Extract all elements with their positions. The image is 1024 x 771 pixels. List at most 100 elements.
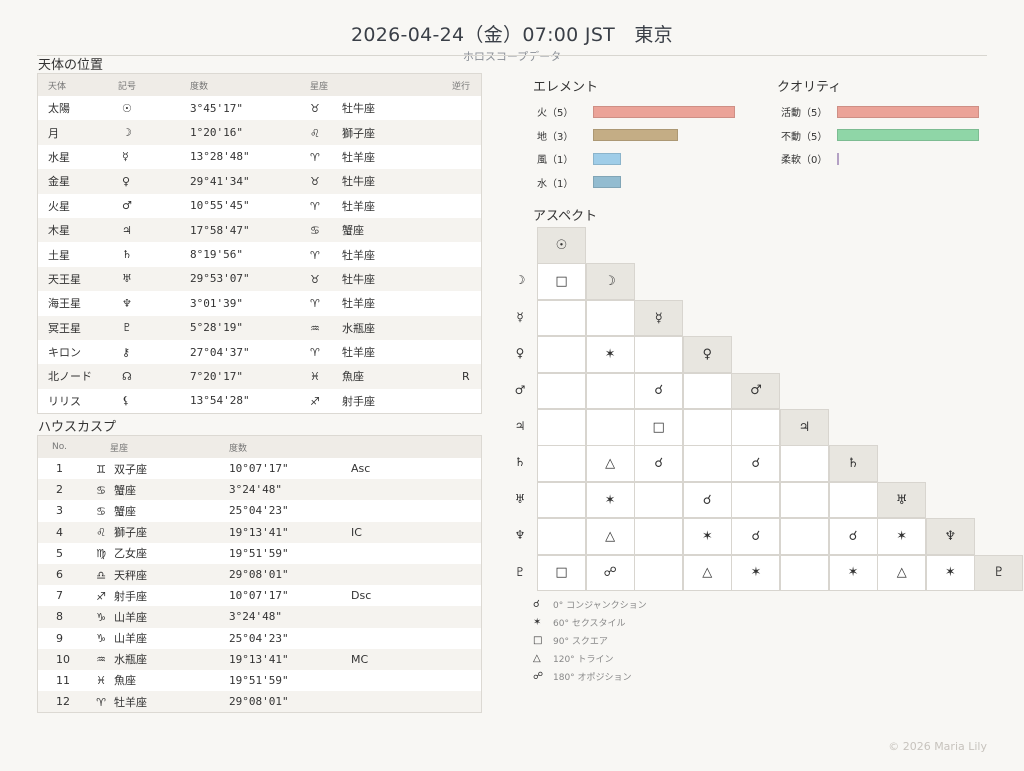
house-row: 3 ♋ 蟹座 25°04'23" bbox=[38, 500, 481, 522]
planet-degree: 27°04'37" bbox=[180, 339, 300, 365]
planet-sign-cell: ♉ 牡牛座 bbox=[300, 169, 442, 194]
planet-row: 海王星 ♆ 3°01'39" ♈ 牡羊座 bbox=[38, 291, 481, 316]
elements-bar-row: 地（3） bbox=[537, 128, 679, 143]
house-sign: 牡羊座 bbox=[114, 695, 147, 709]
house-number: 6 bbox=[38, 563, 88, 586]
aspect-cell: △ bbox=[877, 554, 927, 592]
planet-degree: 10°55'45" bbox=[180, 193, 300, 218]
aspect-planet-header: ☉ bbox=[537, 227, 586, 264]
house-degree: 29°08'01" bbox=[219, 563, 351, 586]
house-row: 10 ♒ 水瓶座 19°13'41" MC bbox=[38, 648, 481, 670]
house-angle bbox=[351, 563, 481, 586]
aspect-cell: ☌ bbox=[731, 518, 781, 555]
aspect-planet-header: ☿ bbox=[634, 299, 684, 337]
house-angle bbox=[351, 627, 481, 649]
house-sign-cell: ♐ 射手座 bbox=[88, 585, 219, 607]
planet-sign-cell: ♋ 蟹座 bbox=[300, 217, 442, 243]
planet-sign-cell: ♒ 水瓶座 bbox=[300, 315, 442, 340]
aspect-cell bbox=[780, 481, 829, 519]
legend-item: △ 120° トライン bbox=[533, 649, 647, 667]
aspect-cell bbox=[537, 481, 586, 519]
aspect-row-label: ♀ bbox=[515, 346, 525, 361]
aspect-planet-header: ♇ bbox=[974, 554, 1024, 592]
aspect-planet-header: ♆ bbox=[925, 518, 975, 555]
house-angle bbox=[351, 691, 481, 713]
house-row: 8 ♑ 山羊座 3°24'48" bbox=[38, 606, 481, 628]
planet-symbol-icon: ♀ bbox=[108, 169, 180, 194]
planet-sign-cell: ♌ 獅子座 bbox=[300, 120, 442, 145]
aspect-legend: ☌ 0° コンジャンクション ✶ 60° セクスタイル □ 90° スクエア △ 120° ト… bbox=[533, 595, 647, 685]
legend-label: 0° コンジャンクション bbox=[553, 600, 647, 611]
house-sign-cell: ♓ 魚座 bbox=[88, 669, 219, 692]
planet-sign-cell: ♈ 牡羊座 bbox=[300, 193, 442, 218]
aspect-cell bbox=[731, 409, 781, 446]
aspect-planet-header: ♄ bbox=[828, 445, 878, 482]
zodiac-sign-icon: ♌ bbox=[310, 126, 320, 140]
planet-sign-cell: ♈ 牡羊座 bbox=[300, 339, 442, 365]
planet-symbol-icon: ☊ bbox=[108, 364, 180, 389]
aspect-cell: ✶ bbox=[877, 518, 927, 555]
planet-sign: 牡牛座 bbox=[342, 102, 375, 116]
planet-sign: 獅子座 bbox=[342, 126, 375, 140]
house-number: 5 bbox=[38, 542, 88, 564]
house-row: 7 ♐ 射手座 10°07'17" Dsc bbox=[38, 585, 481, 607]
planet-name: リリス bbox=[38, 388, 108, 414]
house-number: 7 bbox=[38, 585, 88, 607]
zodiac-sign-icon: ♈ bbox=[310, 297, 320, 311]
aspect-cell: △ bbox=[585, 518, 635, 555]
col-header-angle bbox=[351, 436, 481, 458]
planet-name: 水星 bbox=[38, 144, 108, 170]
zodiac-sign-icon: ♈ bbox=[310, 248, 320, 262]
house-number: 8 bbox=[38, 606, 88, 628]
aspect-cell: ☌ bbox=[731, 445, 781, 482]
zodiac-sign-icon: ♉ bbox=[310, 175, 320, 189]
planet-row: 土星 ♄ 8°19'56" ♈ 牡羊座 bbox=[38, 242, 481, 267]
house-number: 11 bbox=[38, 669, 88, 692]
planet-name: 北ノード bbox=[38, 364, 108, 389]
house-degree: 19°13'41" bbox=[219, 521, 351, 543]
house-degree: 19°13'41" bbox=[219, 648, 351, 670]
planet-sign: 魚座 bbox=[342, 370, 364, 384]
house-degree: 19°51'59" bbox=[219, 542, 351, 564]
house-degree: 3°24'48" bbox=[219, 479, 351, 501]
col-header-planet: 天体 bbox=[38, 74, 108, 96]
house-row: 12 ♈ 牡羊座 29°08'01" bbox=[38, 691, 481, 713]
legend-label: 90° スクエア bbox=[553, 636, 608, 647]
aspect-cell: □ bbox=[537, 554, 586, 592]
retrograde-flag bbox=[442, 388, 481, 414]
zodiac-sign-icon: ♊ bbox=[96, 462, 106, 476]
aspect-row-label: ☿ bbox=[516, 309, 524, 324]
house-degree: 10°07'17" bbox=[219, 458, 351, 480]
elements-section-title: エレメント bbox=[533, 80, 599, 95]
retrograde-flag bbox=[442, 266, 481, 292]
house-row: 9 ♑ 山羊座 25°04'23" bbox=[38, 627, 481, 649]
aspect-cell: ☌ bbox=[634, 372, 684, 410]
planet-name: 土星 bbox=[38, 242, 108, 267]
house-number: 12 bbox=[38, 691, 88, 713]
planet-degree: 1°20'16" bbox=[180, 120, 300, 145]
qualities-bar-label: 活動（5） bbox=[781, 108, 828, 119]
zodiac-sign-icon: ♐ bbox=[310, 394, 320, 408]
planet-degree: 5°28'19" bbox=[180, 315, 300, 340]
elements-bar-label: 水（1） bbox=[537, 178, 574, 190]
planet-symbol-icon: ♄ bbox=[108, 242, 180, 267]
house-sign-cell: ♍ 乙女座 bbox=[88, 542, 219, 564]
aspect-row-label: ♆ bbox=[514, 528, 526, 543]
retrograde-flag bbox=[442, 242, 481, 267]
retrograde-flag bbox=[442, 144, 481, 170]
aspect-row-label: ♇ bbox=[514, 564, 526, 579]
zodiac-sign-icon: ♈ bbox=[310, 199, 320, 213]
planet-degree: 8°19'56" bbox=[180, 242, 300, 267]
aspect-planet-header: ♅ bbox=[877, 481, 927, 519]
aspect-cell bbox=[537, 445, 586, 482]
aspect-cell: ✶ bbox=[731, 554, 781, 592]
zodiac-sign-icon: ♒ bbox=[96, 653, 106, 667]
house-row: 5 ♍ 乙女座 19°51'59" bbox=[38, 542, 481, 564]
retrograde-flag: R bbox=[442, 364, 481, 389]
aspect-cell bbox=[585, 299, 635, 337]
aspect-cell: ✶ bbox=[925, 554, 975, 592]
aspect-symbol-icon: ☌ bbox=[533, 598, 540, 610]
house-sign: 獅子座 bbox=[114, 526, 147, 540]
elements-bar bbox=[593, 129, 679, 141]
aspect-cell: △ bbox=[585, 445, 635, 482]
